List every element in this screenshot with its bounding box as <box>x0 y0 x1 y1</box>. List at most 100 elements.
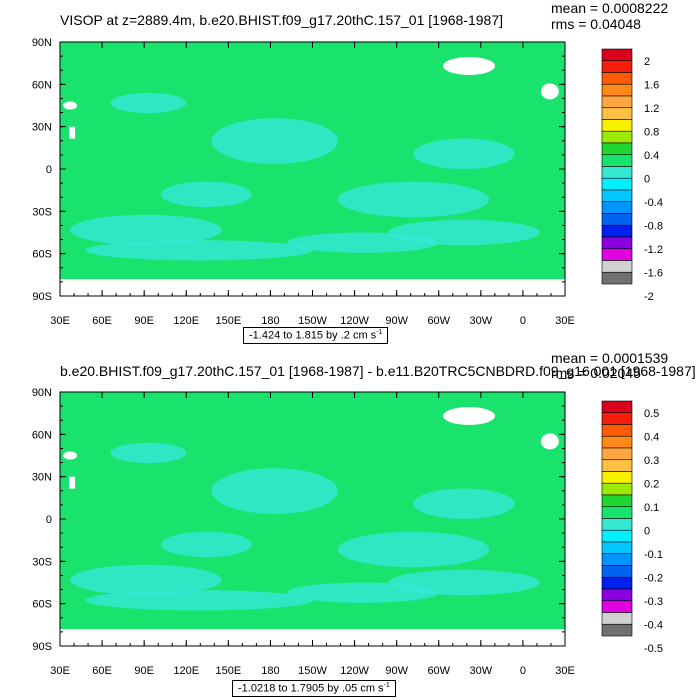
colorbar-swatch <box>601 224 633 238</box>
colorbar-swatch <box>601 494 633 508</box>
colorbar-swatch <box>601 565 633 578</box>
island-missing <box>69 126 76 139</box>
island-missing <box>69 476 76 489</box>
x-tick-label: 30W <box>470 665 493 677</box>
colorbar-swatch <box>601 248 633 261</box>
island-missing <box>540 83 559 100</box>
colorbar-swatch <box>601 213 633 226</box>
low-value-patch <box>70 214 222 246</box>
top-range-unit: -1 <box>376 329 383 336</box>
island-missing <box>63 451 78 460</box>
colorbar-swatch <box>601 166 633 179</box>
top-range-text: -1.424 to 1.815 by .2 cm s <box>249 329 377 342</box>
colorbar-swatch <box>601 201 633 214</box>
low-value-patch <box>110 442 187 464</box>
x-tick-label: 120E <box>173 665 199 677</box>
colorbar-swatch <box>601 400 633 414</box>
colorbar-label: 0 <box>644 525 650 537</box>
colorbar-swatch <box>601 529 633 543</box>
colorbar-swatch <box>601 435 633 449</box>
colorbar-label: 0.1 <box>644 502 659 514</box>
bottom-range-unit: -1 <box>383 682 390 689</box>
x-tick-label: 90E <box>134 665 154 677</box>
colorbar-swatch <box>601 612 633 625</box>
low-value-patch <box>337 181 490 218</box>
colorbar-label: 0.3 <box>644 455 659 467</box>
colorbar-swatch <box>601 623 633 637</box>
x-tick-label: 30E <box>50 665 70 677</box>
colorbar-swatch <box>601 588 633 602</box>
x-tick-label: 120E <box>173 315 199 327</box>
low-value-patch <box>161 181 252 208</box>
colorbar-label: 0.4 <box>644 431 659 443</box>
colorbar-swatch <box>601 119 633 132</box>
colorbar-label: -0.2 <box>644 572 663 584</box>
colorbar-swatch <box>601 107 633 120</box>
colorbar-label: -2 <box>644 291 654 303</box>
colorbar-label: 0.8 <box>644 126 659 138</box>
y-tick-label: 60N <box>32 429 52 441</box>
colorbar-label: 0.2 <box>644 478 659 490</box>
colorbar-label: -1.2 <box>644 244 663 256</box>
colorbar-swatch <box>601 48 633 62</box>
island-missing <box>540 433 559 450</box>
low-value-patch <box>85 240 313 261</box>
colorbar-swatch <box>601 154 633 167</box>
x-tick-label: 90W <box>385 315 408 327</box>
colorbar-swatch <box>601 506 633 519</box>
low-value-patch <box>287 232 439 253</box>
low-value-patch <box>287 582 439 603</box>
y-tick-label: 90N <box>32 37 52 49</box>
x-tick-label: 120W <box>340 315 369 327</box>
colorbar-label: -0.3 <box>644 596 663 608</box>
y-tick-label: 60N <box>32 79 52 91</box>
x-tick-label: 150E <box>215 315 241 327</box>
x-tick-label: 30E <box>555 315 575 327</box>
x-tick-label: 60W <box>427 665 450 677</box>
bottom-mean-label: mean = 0.0001539 <box>551 350 669 366</box>
x-tick-label: 150W <box>298 315 327 327</box>
x-tick-label: 150E <box>215 665 241 677</box>
top-map-plot: 30E 60E 90E 120E 150E 180 150W 120W 90W 60W 30W 0 30… <box>32 37 663 327</box>
top-rms-label: rms = 0.04048 <box>551 16 641 32</box>
x-tick-label: 60W <box>427 315 450 327</box>
colorbar-swatch <box>601 72 633 85</box>
colorbar-label: 1.2 <box>644 103 659 115</box>
x-tick-label: 120W <box>340 665 369 677</box>
y-tick-label: 90S <box>32 641 52 653</box>
colorbar-swatch <box>601 189 633 203</box>
colorbar-label: -0.8 <box>644 220 663 232</box>
x-tick-label: 90E <box>134 315 154 327</box>
x-tick-label: 150W <box>298 665 327 677</box>
colorbar-swatch <box>601 541 633 555</box>
y-tick-label: 90N <box>32 387 52 399</box>
top-range-label: -1.424 to 1.815 by .2 cm s-1 <box>243 327 389 344</box>
greenland-missing <box>443 56 496 75</box>
y-tick-label: 60S <box>32 249 52 261</box>
colorbar-label: -1.6 <box>644 267 663 279</box>
colorbar-label: -0.1 <box>644 549 663 561</box>
y-tick-label: 90S <box>32 291 52 303</box>
colorbar-swatch <box>601 553 633 566</box>
colorbar-swatch <box>601 576 633 590</box>
low-value-patch <box>211 118 338 164</box>
greenland-missing <box>443 406 496 425</box>
bottom-map-plot: 30E 60E 90E 120E 150E 180 150W 120W 90W 60W 30W 0 30… <box>32 387 663 677</box>
colorbar-label: 1.6 <box>644 79 659 91</box>
low-value-patch <box>211 468 338 514</box>
top-panel-title: VISOP at z=2889.4m, b.e20.BHIST.f09_g17.… <box>60 12 504 28</box>
colorbar-swatch <box>601 236 633 250</box>
colorbar-swatch <box>601 600 633 613</box>
low-value-patch <box>85 590 313 611</box>
colorbar-swatch <box>601 83 633 97</box>
x-tick-label: 60E <box>92 315 112 327</box>
low-value-patch <box>413 138 515 169</box>
colorbar-swatch <box>601 60 633 73</box>
colorbar-label: 0 <box>644 173 650 185</box>
x-tick-label: 30W <box>470 315 493 327</box>
y-tick-label: 30S <box>32 556 52 568</box>
colorbar-label: 2 <box>644 56 650 68</box>
x-tick-label: 0 <box>520 315 526 327</box>
colorbar-swatch <box>601 177 633 191</box>
x-tick-label: 90W <box>385 665 408 677</box>
